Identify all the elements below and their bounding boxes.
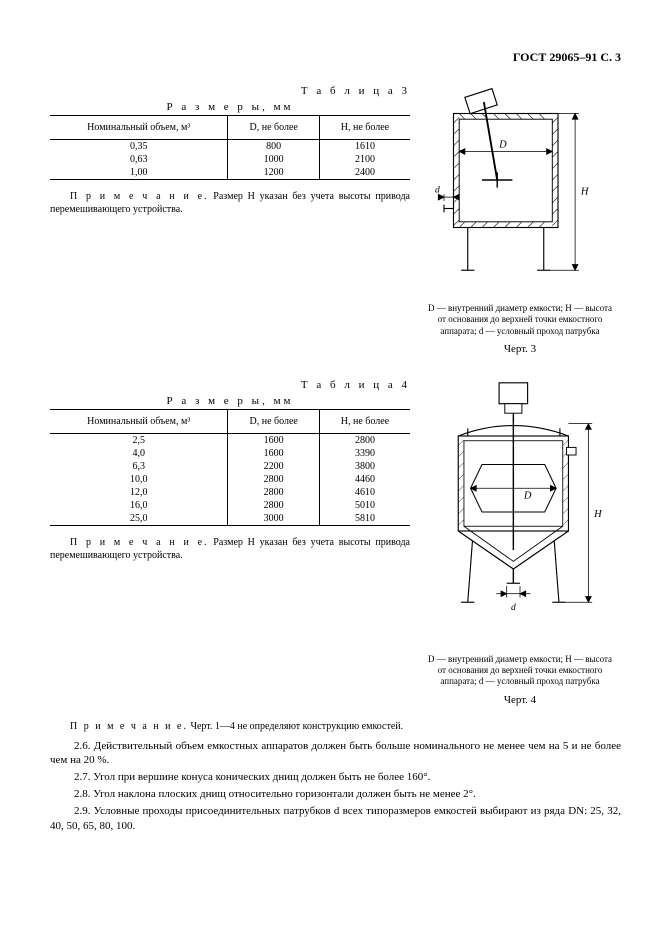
table-row: 0,358001610 (50, 140, 410, 154)
table3-col1: D, не более (228, 116, 319, 140)
table3-label: Т а б л и ц а 3 (50, 85, 410, 97)
figure-3: D H d (425, 85, 615, 294)
table-cell: 5010 (319, 499, 410, 512)
table-cell: 0,63 (50, 153, 228, 166)
svg-text:d: d (511, 603, 516, 613)
paragraph: 2.6. Действительный объем емкостных аппа… (50, 739, 621, 769)
table-cell: 4610 (319, 486, 410, 499)
paragraph: 2.7. Угол при вершине конуса конических … (50, 770, 621, 785)
table-cell: 2100 (319, 153, 410, 166)
table-cell: 1600 (228, 433, 319, 447)
table-cell: 3000 (228, 512, 319, 526)
table-cell: 1,00 (50, 166, 228, 180)
table-row: 16,028005010 (50, 499, 410, 512)
table3-note: П р и м е ч а н и е. Размер H указан без… (50, 190, 410, 216)
table-cell: 1200 (228, 166, 319, 180)
figure4-label: Черт. 4 (420, 694, 620, 706)
table-cell: 2200 (228, 460, 319, 473)
table3: Номинальный объем, м³ D, не более H, не … (50, 115, 410, 180)
table4-caption: Р а з м е р ы, мм (50, 395, 410, 407)
table-row: 0,6310002100 (50, 153, 410, 166)
table-cell: 25,0 (50, 512, 228, 526)
svg-text:H: H (580, 186, 589, 197)
paragraph: 2.8. Угол наклона плоских днищ относител… (50, 787, 621, 802)
table4: Номинальный объем, м³ D, не более H, не … (50, 409, 410, 526)
table-cell: 5810 (319, 512, 410, 526)
svg-text:D: D (498, 140, 507, 151)
table4-col0: Номинальный объем, м³ (50, 409, 228, 433)
paragraph: 2.9. Условные проходы присоединительных … (50, 804, 621, 834)
table-row: 4,016003390 (50, 447, 410, 460)
table4-col1: D, не более (228, 409, 319, 433)
table3-col2: H, не более (319, 116, 410, 140)
table-row: 12,028004610 (50, 486, 410, 499)
table-cell: 1000 (228, 153, 319, 166)
page-header: ГОСТ 29065–91 С. 3 (50, 50, 621, 65)
figure-4: D H (425, 379, 615, 645)
table-cell: 2800 (228, 473, 319, 486)
figure3-desc: D — внутренний диаметр емкости; H — высо… (420, 303, 620, 337)
table-cell: 3390 (319, 447, 410, 460)
table-cell: 800 (228, 140, 319, 154)
table4-note: П р и м е ч а н и е. Размер H указан без… (50, 536, 410, 562)
table4-col2: H, не более (319, 409, 410, 433)
table-cell: 2800 (319, 433, 410, 447)
section-table3: Т а б л и ц а 3 Р а з м е р ы, мм Номина… (50, 85, 621, 355)
table-cell: 1600 (228, 447, 319, 460)
table-row: 1,0012002400 (50, 166, 410, 180)
table-cell: 2400 (319, 166, 410, 180)
table-cell: 6,3 (50, 460, 228, 473)
table-cell: 2800 (228, 499, 319, 512)
table4-label: Т а б л и ц а 4 (50, 379, 410, 391)
table3-caption: Р а з м е р ы, мм (50, 101, 410, 113)
table-cell: 1610 (319, 140, 410, 154)
table-cell: 0,35 (50, 140, 228, 154)
body-paragraphs: 2.6. Действительный объем емкостных аппа… (50, 739, 621, 834)
table-cell: 3800 (319, 460, 410, 473)
svg-text:D: D (523, 490, 532, 501)
table-cell: 16,0 (50, 499, 228, 512)
figures-note: П р и м е ч а н и е. Черт. 1—4 не опреде… (50, 720, 621, 733)
table-row: 6,322003800 (50, 460, 410, 473)
table-row: 10,028004460 (50, 473, 410, 486)
svg-text:d: d (435, 185, 440, 195)
table-cell: 10,0 (50, 473, 228, 486)
table-cell: 4460 (319, 473, 410, 486)
svg-text:H: H (593, 509, 602, 520)
table-cell: 2800 (228, 486, 319, 499)
table-cell: 12,0 (50, 486, 228, 499)
table-row: 25,030005810 (50, 512, 410, 526)
table-row: 2,516002800 (50, 433, 410, 447)
table-cell: 4,0 (50, 447, 228, 460)
table-cell: 2,5 (50, 433, 228, 447)
table3-col0: Номинальный объем, м³ (50, 116, 228, 140)
section-table4: Т а б л и ц а 4 Р а з м е р ы, мм Номина… (50, 379, 621, 706)
figure4-desc: D — внутренний диаметр емкости; H — высо… (420, 654, 620, 688)
figure3-label: Черт. 3 (420, 343, 620, 355)
